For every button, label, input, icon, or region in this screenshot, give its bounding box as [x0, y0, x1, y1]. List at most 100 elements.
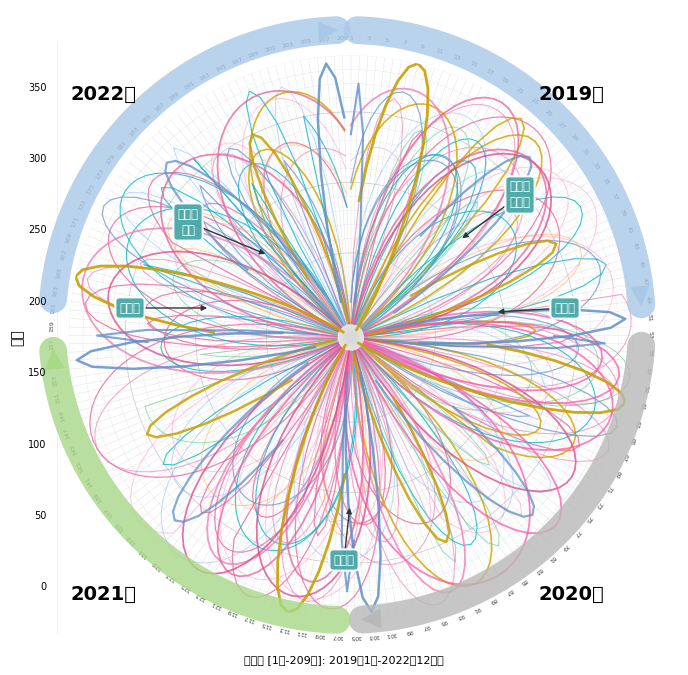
Text: 153: 153	[52, 374, 58, 386]
Text: 179: 179	[105, 153, 116, 165]
Text: 91: 91	[473, 605, 482, 612]
Text: 53: 53	[647, 331, 652, 340]
Text: 121: 121	[210, 600, 223, 610]
Text: 11: 11	[435, 49, 444, 55]
Text: 57: 57	[645, 367, 651, 375]
Text: 31: 31	[581, 147, 590, 157]
Text: 107: 107	[332, 633, 343, 639]
Text: 149: 149	[58, 409, 66, 422]
Text: 殺虫剤: 殺虫剤	[120, 302, 140, 315]
Text: 65: 65	[627, 437, 635, 446]
Text: 99: 99	[405, 628, 413, 634]
Text: 113: 113	[278, 625, 290, 632]
Text: 93: 93	[456, 612, 465, 620]
Text: 29: 29	[570, 134, 579, 143]
Text: 117: 117	[243, 614, 256, 623]
Text: 111: 111	[296, 629, 308, 636]
Text: 169: 169	[65, 232, 73, 244]
Text: 47: 47	[641, 277, 648, 286]
Text: 49: 49	[645, 295, 650, 304]
Text: 147: 147	[63, 426, 72, 439]
Text: 9: 9	[420, 44, 424, 50]
Text: 95: 95	[439, 618, 448, 625]
Text: 87: 87	[504, 587, 513, 595]
Text: 7: 7	[402, 40, 407, 46]
Text: 195: 195	[214, 63, 227, 73]
Text: 123: 123	[194, 591, 207, 601]
Text: 185: 185	[141, 113, 153, 125]
Text: 177: 177	[95, 167, 106, 180]
Text: 77: 77	[572, 529, 581, 538]
Text: 125: 125	[179, 581, 192, 592]
Text: 157: 157	[50, 338, 54, 350]
Text: 135: 135	[114, 520, 125, 533]
Text: 199: 199	[248, 51, 260, 59]
Text: 51: 51	[647, 313, 652, 321]
Text: 133: 133	[125, 534, 137, 546]
Text: 67: 67	[621, 453, 629, 462]
Text: 173: 173	[78, 198, 87, 211]
Text: 187: 187	[154, 101, 166, 113]
Text: 159: 159	[50, 321, 55, 332]
Text: 155: 155	[50, 356, 56, 368]
Text: 197: 197	[230, 57, 244, 65]
Text: 週番号 [1週-209週]: 2019年1月-2022年12月）: 週番号 [1週-209週]: 2019年1月-2022年12月）	[244, 655, 444, 665]
Text: 181: 181	[116, 139, 128, 151]
Text: 145: 145	[69, 443, 78, 456]
Text: 15: 15	[469, 61, 477, 68]
Text: 2019年: 2019年	[538, 85, 604, 104]
Text: 41: 41	[626, 225, 634, 234]
Text: 61: 61	[638, 402, 645, 411]
Text: 161: 161	[50, 302, 56, 315]
Text: 193: 193	[198, 72, 211, 82]
Text: 19: 19	[500, 77, 510, 85]
Text: 39: 39	[619, 209, 627, 218]
Text: 69: 69	[613, 469, 621, 479]
Text: 189: 189	[168, 90, 181, 102]
Text: 165: 165	[55, 267, 63, 279]
Text: 83: 83	[533, 566, 543, 575]
Text: 33: 33	[592, 162, 601, 171]
Text: 5: 5	[385, 38, 389, 43]
Text: 37: 37	[611, 192, 619, 202]
Text: 115: 115	[260, 620, 273, 628]
Text: 0: 0	[41, 583, 47, 592]
Text: 55: 55	[647, 349, 652, 357]
Text: 75: 75	[584, 515, 592, 524]
Text: 139: 139	[93, 491, 103, 504]
Text: 63: 63	[634, 419, 641, 429]
Text: 171: 171	[71, 215, 80, 228]
Text: 250: 250	[28, 225, 47, 236]
Text: 25: 25	[544, 109, 553, 117]
Text: 151: 151	[54, 392, 62, 404]
Text: 順位: 順位	[10, 329, 24, 346]
Text: 109: 109	[313, 632, 325, 638]
Text: 27: 27	[557, 121, 566, 130]
Text: 127: 127	[164, 570, 177, 582]
Text: 129: 129	[151, 559, 163, 570]
Text: 71: 71	[604, 485, 612, 494]
Text: ギフト: ギフト	[555, 302, 575, 315]
Text: 205: 205	[300, 38, 312, 45]
Text: 23: 23	[530, 97, 539, 106]
Text: 73: 73	[594, 500, 603, 510]
Text: 3: 3	[367, 36, 371, 42]
Text: 163: 163	[52, 284, 59, 297]
Text: 17: 17	[484, 68, 494, 76]
Text: 191: 191	[183, 81, 195, 91]
Text: 209: 209	[336, 36, 348, 41]
Text: 175: 175	[86, 183, 96, 196]
Text: 81: 81	[547, 555, 557, 564]
Text: 59: 59	[643, 385, 649, 394]
Text: 137: 137	[103, 506, 114, 518]
Text: 203: 203	[282, 41, 294, 49]
Text: 143: 143	[76, 460, 85, 472]
Text: 2022年: 2022年	[70, 85, 136, 104]
Text: 207: 207	[318, 36, 330, 43]
Text: 119: 119	[226, 608, 239, 617]
Text: 300: 300	[28, 154, 47, 164]
Text: 21: 21	[515, 86, 525, 95]
Text: 89: 89	[488, 597, 498, 605]
Text: 141: 141	[84, 475, 94, 488]
Text: 1: 1	[349, 36, 353, 41]
